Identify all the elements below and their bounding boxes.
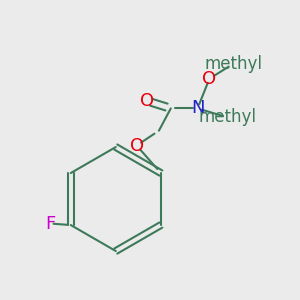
Text: N: N (191, 99, 204, 117)
Text: O: O (140, 92, 154, 110)
Text: methyl: methyl (198, 108, 256, 126)
Text: methyl: methyl (204, 55, 262, 73)
Text: F: F (45, 214, 56, 232)
Text: O: O (202, 70, 217, 88)
Text: O: O (130, 136, 144, 154)
